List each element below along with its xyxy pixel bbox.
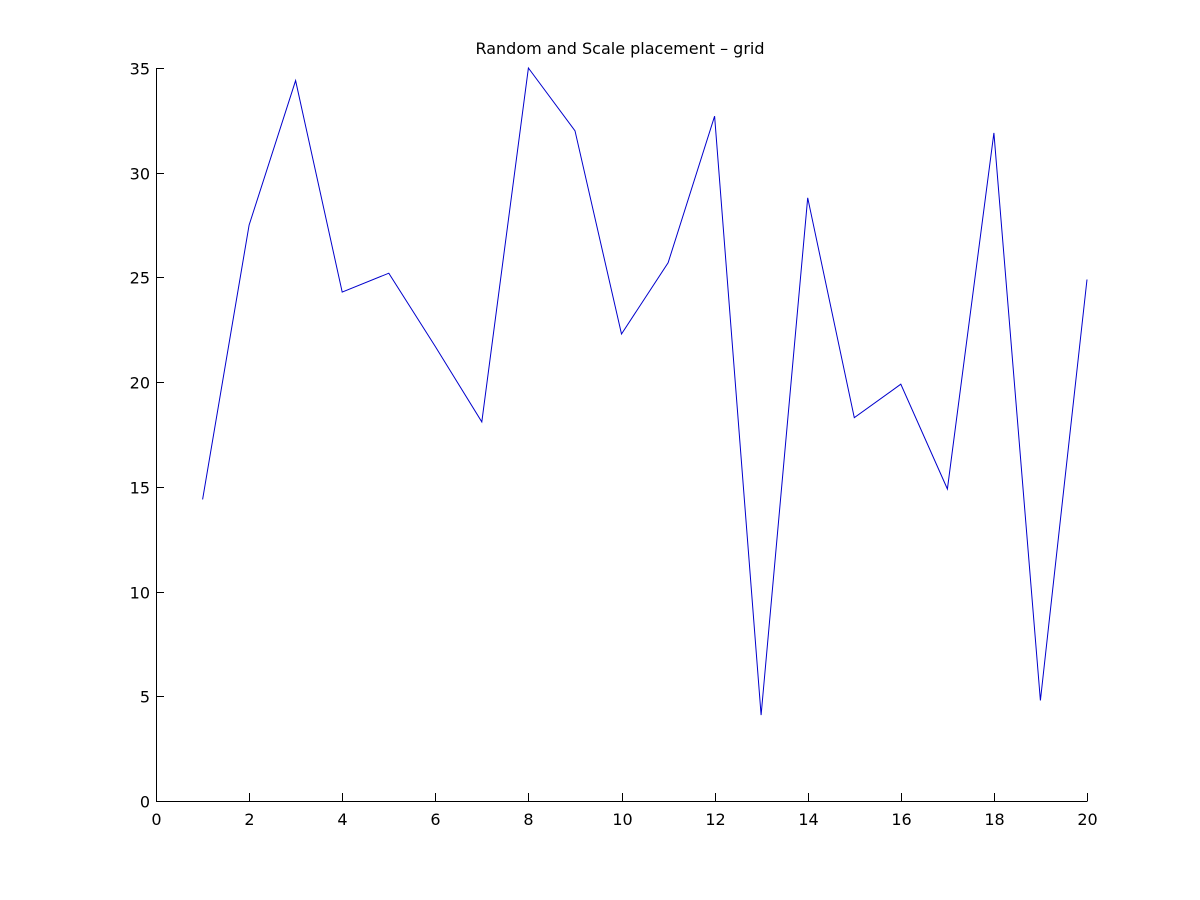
- y-tick-label: 35: [130, 60, 150, 79]
- series-lines: [202, 66, 1088, 716]
- x-tick-label: 10: [612, 810, 632, 829]
- x-tick-label: 14: [798, 810, 818, 829]
- y-tick-label: 20: [130, 374, 150, 393]
- axes: [156, 68, 1088, 802]
- y-tick-label: 15: [130, 479, 150, 498]
- x-tick-label: 0: [151, 810, 161, 829]
- y-tick-label: 30: [130, 165, 150, 184]
- chart-title: Random and Scale placement – grid: [475, 39, 764, 58]
- x-tick-label: 4: [337, 810, 347, 829]
- series-line: [202, 66, 1088, 716]
- x-tick-label: 20: [1077, 810, 1097, 829]
- y-tick-label: 0: [140, 793, 150, 812]
- y-tick-label: 10: [130, 584, 150, 603]
- tick-marks: [156, 68, 1088, 802]
- x-tick-label: 8: [523, 810, 533, 829]
- y-tick-label: 5: [140, 688, 150, 707]
- x-tick-label: 6: [430, 810, 440, 829]
- x-tick-label: 12: [705, 810, 725, 829]
- x-tick-label: 2: [244, 810, 254, 829]
- tick-labels: 0 2 4 6 8 10 12 14 16 18 20 0 5 10 15 20 25 30 35: [130, 60, 1098, 830]
- x-tick-label: 16: [891, 810, 911, 829]
- x-tick-label: 18: [984, 810, 1004, 829]
- y-tick-label: 25: [130, 269, 150, 288]
